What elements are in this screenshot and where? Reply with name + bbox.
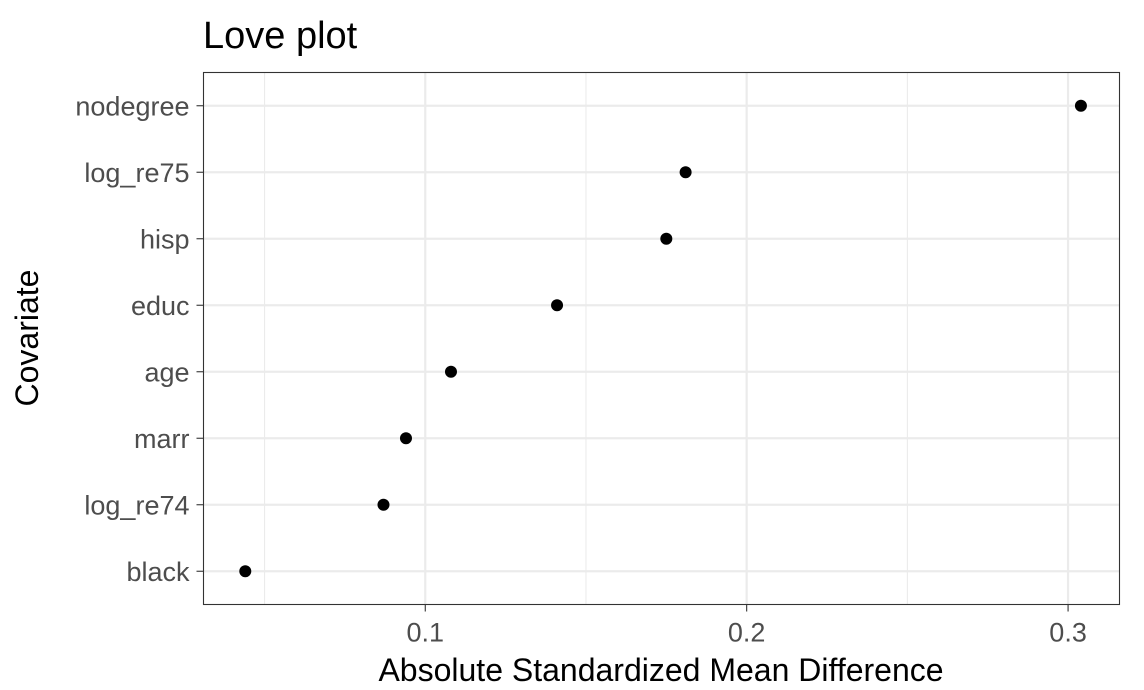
y-tick-label-marr: marr <box>134 424 190 454</box>
data-point-marr <box>399 432 412 445</box>
data-point-log_re74 <box>377 498 390 511</box>
x-tick-label: 0.2 <box>728 618 766 648</box>
data-point-age <box>444 365 457 378</box>
y-tick-label-educ: educ <box>131 291 190 321</box>
y-tick-label-age: age <box>144 357 189 387</box>
plot-panel-border <box>202 71 1121 606</box>
y-axis-title: Covariate <box>9 270 45 407</box>
data-point-educ <box>551 299 564 312</box>
y-tick-label-hisp: hisp <box>140 224 190 254</box>
y-tick-label-log_re74: log_re74 <box>84 490 189 520</box>
grid-layer <box>203 72 1120 605</box>
tick-layer: 0.1 0.2 0.3 black log_re74 marr age educ hisp log… <box>75 91 1086 647</box>
x-axis-title: Absolute Standardized Mean Difference <box>378 652 943 688</box>
data-point-nodegree <box>1074 99 1087 112</box>
data-point-log_re75 <box>679 166 692 179</box>
y-tick-label-nodegree: nodegree <box>75 91 189 121</box>
chart-title: Love plot <box>203 15 358 57</box>
x-tick-label: 0.1 <box>406 618 444 648</box>
y-tick-label-log_re75: log_re75 <box>84 158 189 188</box>
point-layer <box>239 99 1087 578</box>
data-point-black <box>239 565 252 578</box>
x-tick-label: 0.3 <box>1049 618 1087 648</box>
data-point-hisp <box>660 232 673 245</box>
y-tick-label-black: black <box>126 557 190 587</box>
